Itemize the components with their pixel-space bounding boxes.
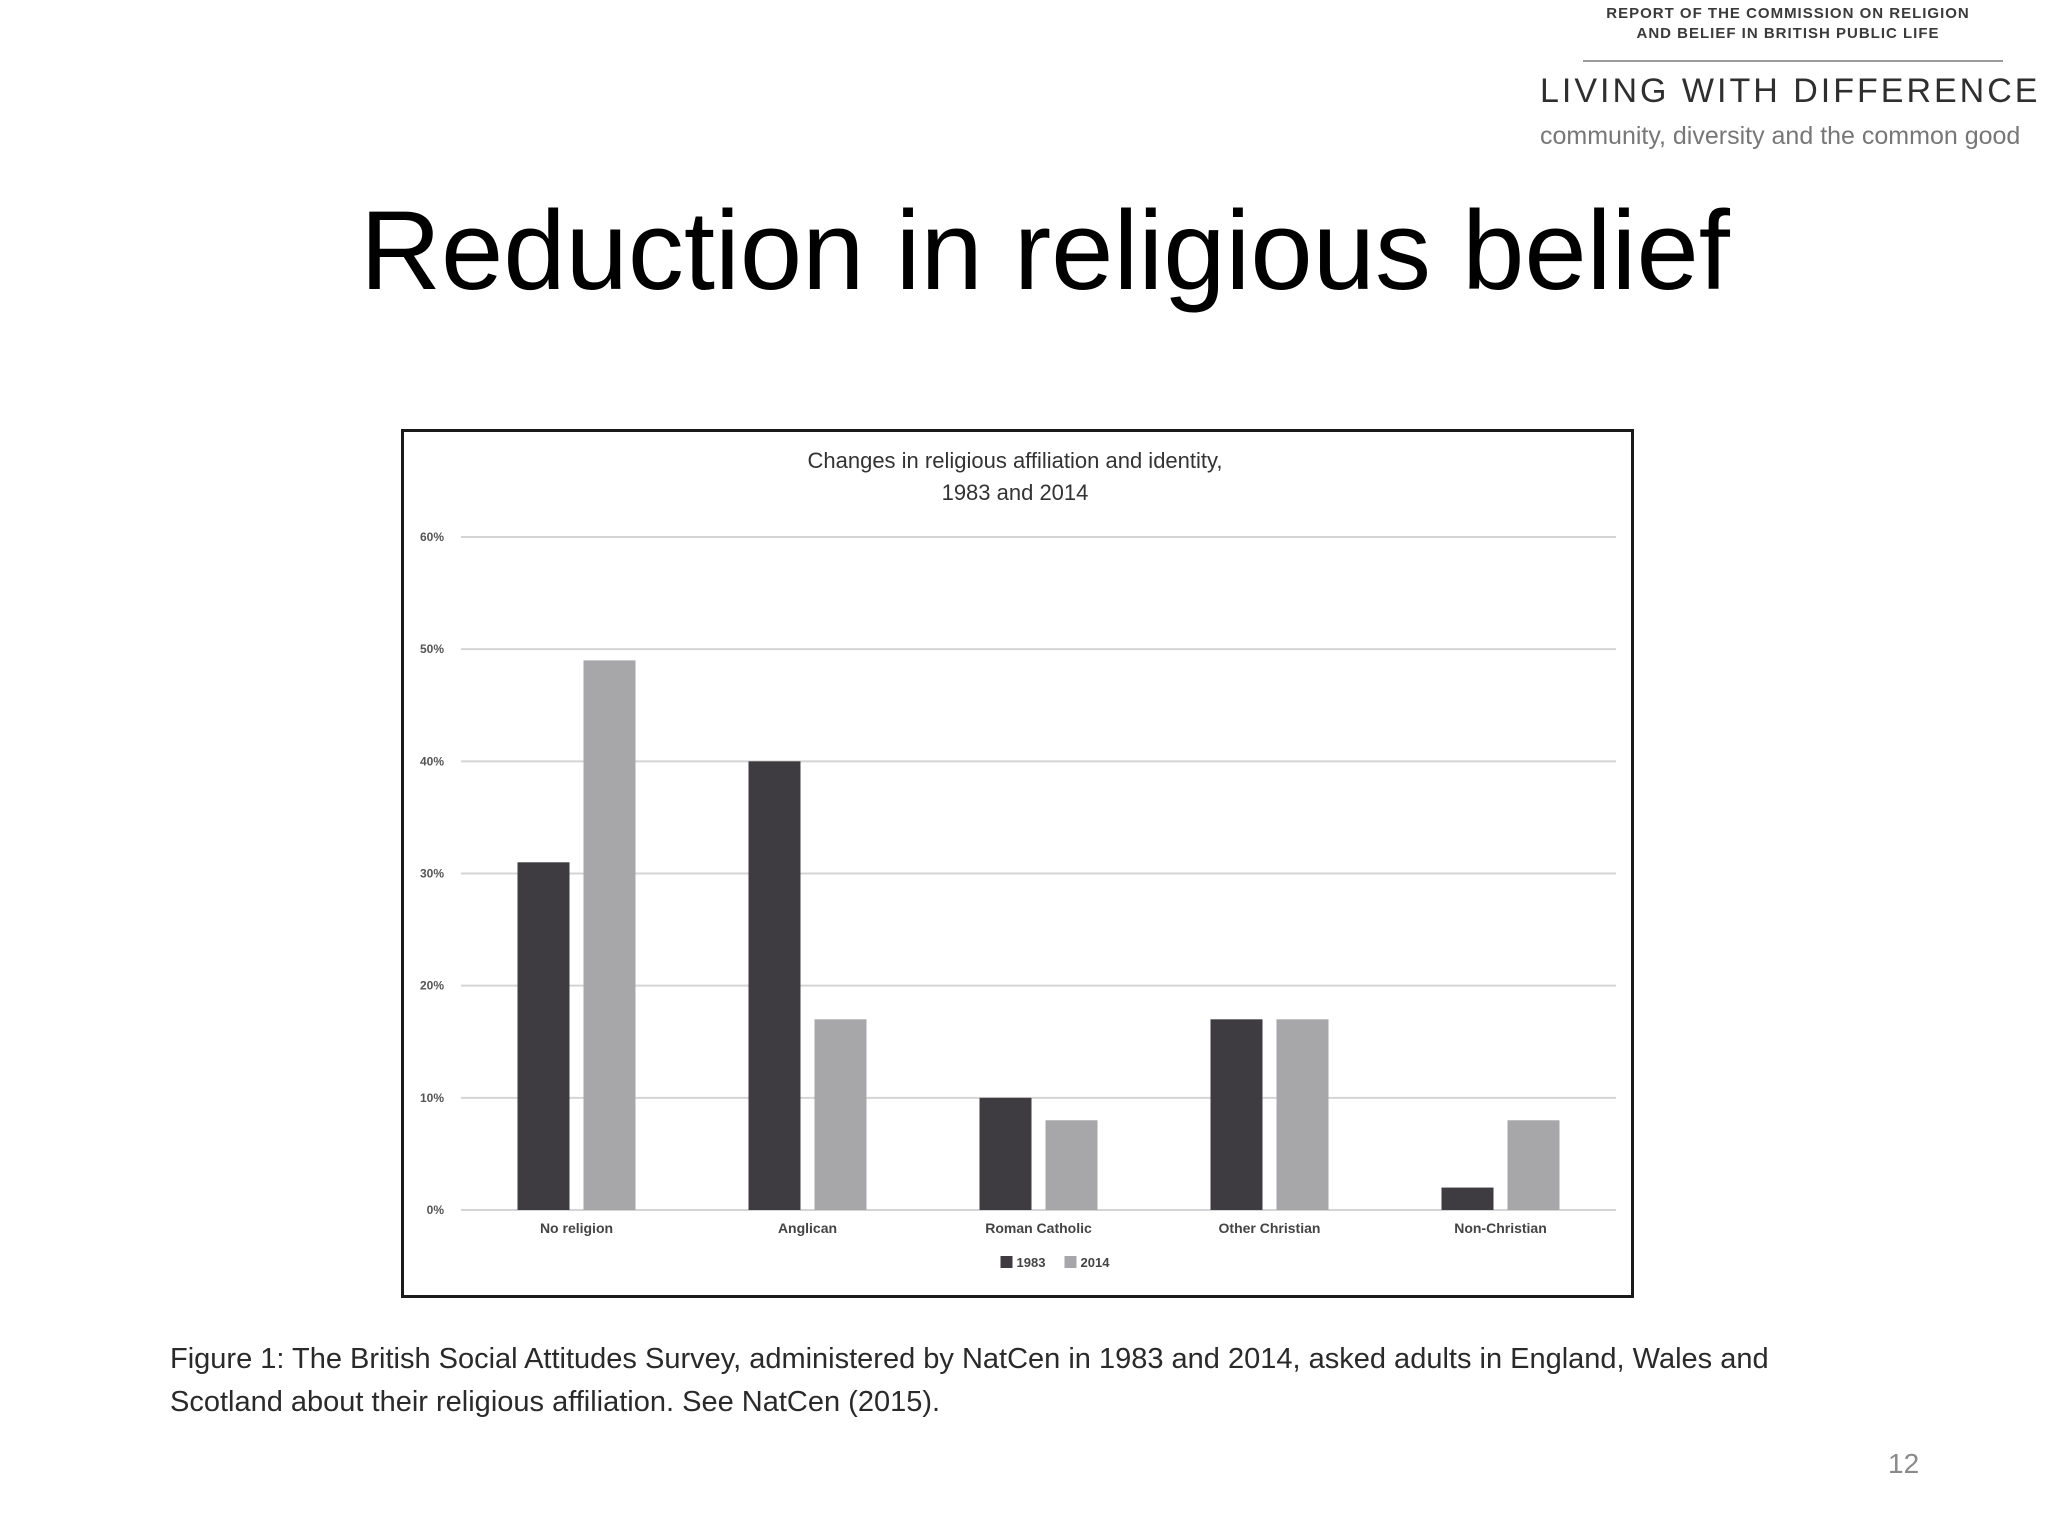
y-tick-label: 40%: [420, 754, 444, 768]
legend-swatch-2014: [1064, 1256, 1077, 1268]
logo-tagline: community, diversity and the common good: [1540, 122, 2021, 150]
logo-main-text: LIVING WITH DIFFERENCE: [1540, 72, 2041, 110]
y-tick-label: 60%: [420, 530, 444, 544]
y-tick-label: 20%: [420, 979, 444, 993]
y-tick-label: 0%: [427, 1203, 445, 1217]
logo-divider: [1583, 60, 2003, 62]
bar-2014-other-christian: [1276, 1019, 1329, 1210]
bar-1983-anglican: [748, 761, 801, 1210]
legend-label-2014: 2014: [1081, 1255, 1111, 1270]
bar-1983-non-christian: [1441, 1187, 1494, 1210]
logo-report-line-1: REPORT OF THE COMMISSION ON RELIGION: [1606, 5, 1970, 22]
x-category-label: Roman Catholic: [985, 1220, 1092, 1236]
bar-chart: Changes in religious affiliation and ide…: [420, 448, 1616, 1270]
figure-caption: Figure 1: The British Social Attitudes S…: [170, 1338, 1890, 1424]
bar-1983-other-christian: [1210, 1019, 1263, 1210]
slide-title: Reduction in religious belief: [360, 188, 1730, 313]
caption-line-2: Scotland about their religious affiliati…: [170, 1386, 941, 1418]
x-category-label: Anglican: [778, 1220, 837, 1236]
gridlines: [461, 536, 1616, 1211]
bar-1983-no-religion: [517, 862, 570, 1210]
chart-title-line-2: 1983 and 2014: [942, 480, 1089, 505]
y-tick-label: 50%: [420, 642, 444, 656]
slide-number: 12: [1888, 1448, 1920, 1479]
legend-swatch-1983: [1000, 1256, 1013, 1268]
axis-labels: 0% 10% 20% 30% 40% 50% 60% No religion Anglican R…: [420, 530, 1547, 1236]
chart-frame: Changes in religious affiliation and ide…: [401, 429, 1634, 1298]
bars: [517, 660, 1560, 1210]
y-tick-label: 30%: [420, 867, 444, 881]
y-tick-label: 10%: [420, 1091, 444, 1105]
x-category-label: No religion: [540, 1220, 613, 1236]
bar-2014-no-religion: [583, 660, 636, 1210]
x-category-label: Non-Christian: [1454, 1220, 1547, 1236]
logo-report-line-2: AND BELIEF IN BRITISH PUBLIC LIFE: [1636, 25, 1940, 42]
x-category-label: Other Christian: [1219, 1220, 1321, 1236]
bar-2014-roman-catholic: [1045, 1120, 1098, 1210]
legend: 1983 2014: [1000, 1255, 1111, 1270]
caption-line-1: Figure 1: The British Social Attitudes S…: [170, 1343, 1769, 1375]
bar-2014-non-christian: [1507, 1120, 1560, 1210]
bar-2014-anglican: [814, 1019, 867, 1210]
report-logo: REPORT OF THE COMMISSION ON RELIGION AND…: [1528, 4, 2048, 150]
bar-1983-roman-catholic: [979, 1097, 1032, 1210]
chart-title-line-1: Changes in religious affiliation and ide…: [807, 448, 1222, 473]
legend-label-1983: 1983: [1017, 1255, 1046, 1270]
